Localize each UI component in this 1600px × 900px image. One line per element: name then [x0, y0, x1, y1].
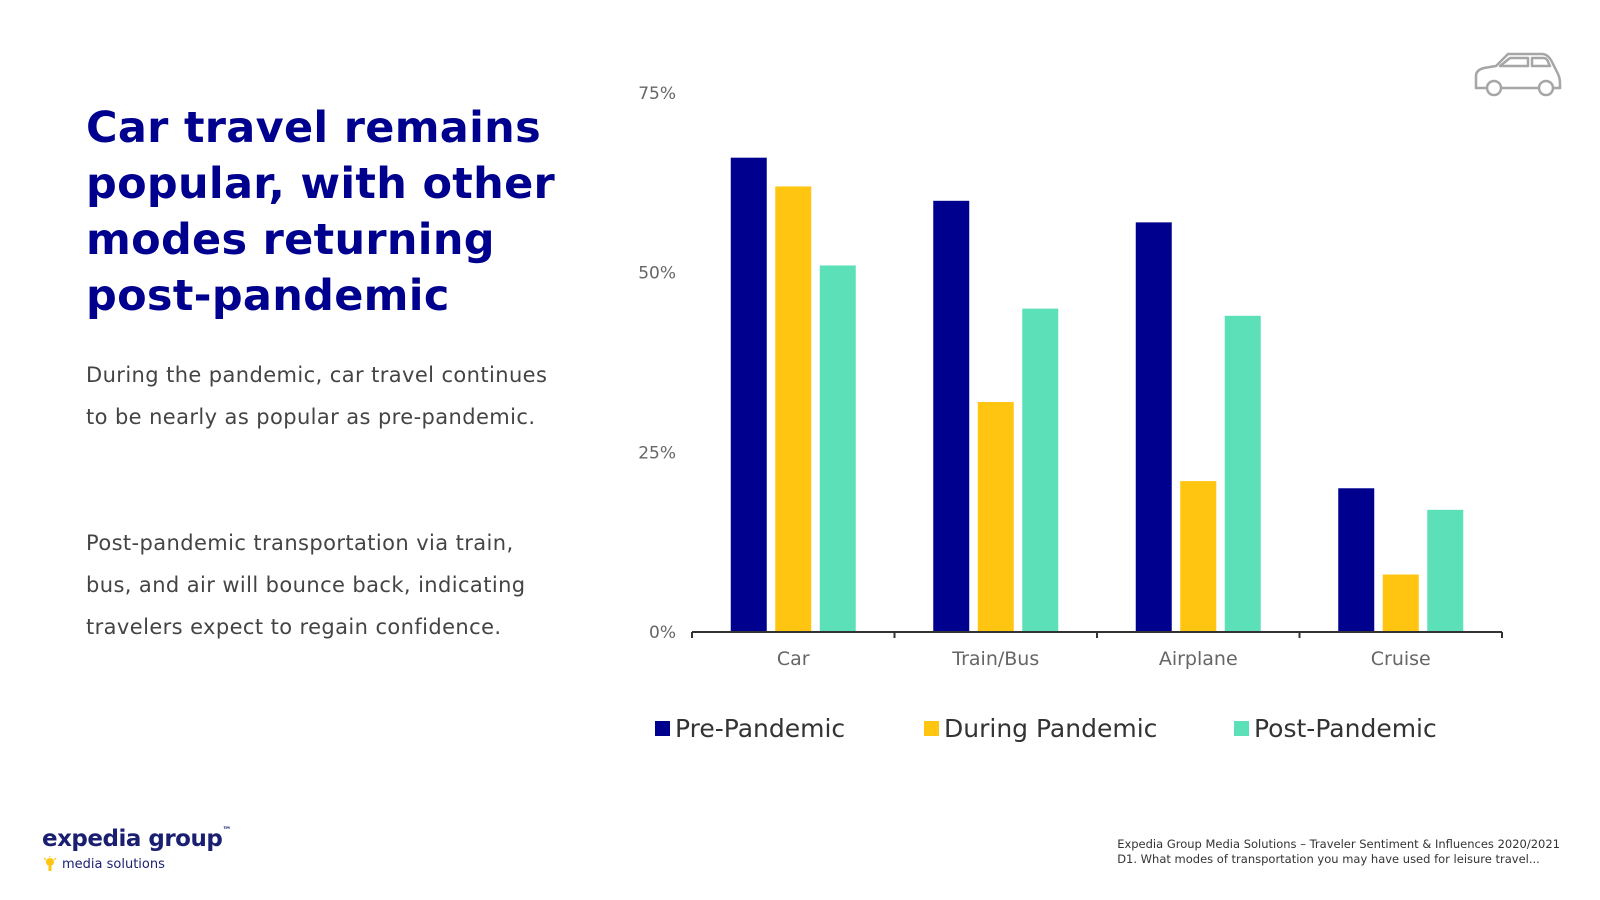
bar-during-pandemic-cruise: [1382, 574, 1419, 632]
lightbulb-icon: [43, 856, 57, 871]
car-icon: [1474, 52, 1562, 97]
bar-during-pandemic-car: [775, 186, 812, 632]
headline: Car travel remains popular, with other m…: [86, 103, 556, 321]
logo-subtitle: media solutions: [62, 857, 165, 872]
legend-swatch: [924, 721, 939, 736]
legend-label: Post-Pandemic: [1254, 714, 1437, 743]
source-line-2: D1. What modes of transportation you may…: [1117, 852, 1540, 866]
y-tick-label: 75%: [638, 84, 676, 104]
bar-pre-pandemic-airplane: [1135, 222, 1172, 633]
bar-during-pandemic-train-bus: [977, 402, 1014, 632]
bar-post-pandemic-cruise: [1427, 509, 1464, 632]
y-tick-label: 0%: [649, 623, 676, 643]
source-line-1: Expedia Group Media Solutions – Traveler…: [1117, 837, 1560, 851]
bar-post-pandemic-car: [819, 265, 856, 632]
paragraph-post-pandemic: Post-pandemic transportation via train, …: [86, 531, 526, 639]
bar-pre-pandemic-train-bus: [933, 200, 970, 633]
bar-post-pandemic-airplane: [1224, 315, 1261, 632]
y-tick-label: 50%: [638, 264, 676, 284]
legend-label: Pre-Pandemic: [675, 714, 845, 743]
bar-pre-pandemic-cruise: [1338, 488, 1375, 632]
x-category-label: Train/Bus: [951, 648, 1039, 670]
bar-post-pandemic-train-bus: [1022, 308, 1059, 632]
x-category-label: Cruise: [1371, 648, 1431, 670]
paragraph-pandemic: During the pandemic, car travel continue…: [86, 363, 548, 429]
bar-pre-pandemic-car: [730, 157, 767, 632]
bar-during-pandemic-airplane: [1180, 481, 1217, 632]
legend-swatch: [655, 721, 670, 736]
legend-swatch: [1234, 721, 1249, 736]
legend-label: During Pandemic: [944, 714, 1157, 743]
source-note: Expedia Group Media Solutions – Traveler…: [1117, 837, 1560, 867]
bar-chart: 0% 25% 50% 75% Car Train/Bus Airplane Cruise P…: [638, 84, 1503, 743]
x-category-label: Airplane: [1159, 648, 1238, 670]
y-tick-label: 25%: [638, 443, 676, 463]
expedia-group-logo: expedia group™ media solutions: [42, 826, 231, 872]
x-category-label: Car: [777, 648, 810, 670]
logo-text: expedia group: [42, 826, 223, 852]
